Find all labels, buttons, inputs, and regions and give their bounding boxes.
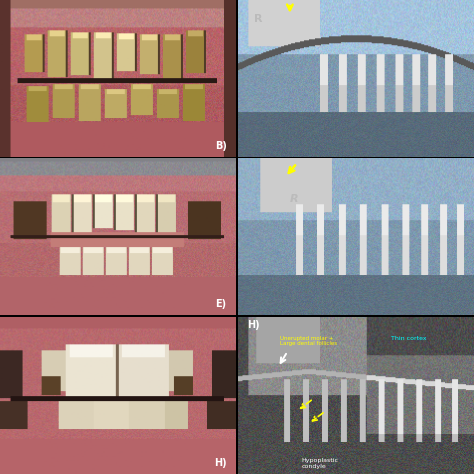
Text: H): H): [214, 458, 227, 468]
Text: H): H): [247, 320, 260, 330]
Text: Unerupted molar +
Large dental follicles: Unerupted molar + Large dental follicles: [281, 336, 337, 346]
Text: E): E): [216, 299, 227, 310]
Text: Hypoplastic
condyle: Hypoplastic condyle: [301, 458, 339, 469]
Text: Thin cortex: Thin cortex: [392, 336, 427, 341]
Text: R: R: [290, 194, 299, 204]
Text: R: R: [255, 14, 263, 24]
Text: B): B): [215, 141, 227, 151]
